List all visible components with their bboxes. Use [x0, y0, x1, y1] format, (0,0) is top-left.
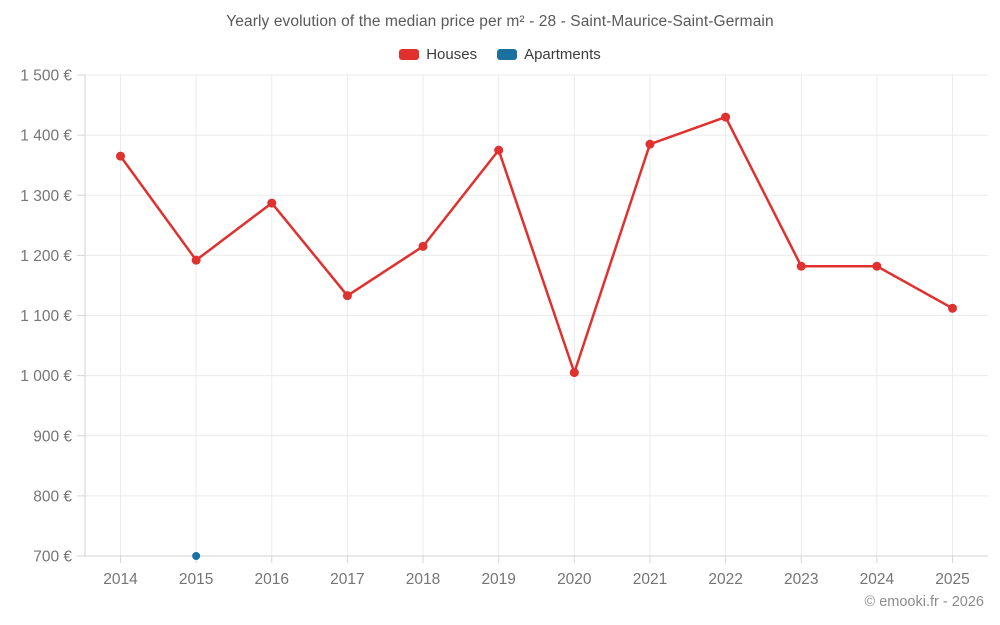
houses-data-point[interactable] [721, 112, 731, 122]
chart-title: Yearly evolution of the median price per… [226, 13, 774, 30]
x-axis-label-2021: 2021 [633, 571, 667, 588]
x-axis-label-2023: 2023 [784, 571, 818, 588]
legend-item-apartments[interactable]: Apartments [497, 46, 601, 63]
x-axis-label-2015: 2015 [179, 571, 213, 588]
houses-line [119, 115, 954, 374]
apartments-legend-label: Apartments [524, 46, 601, 63]
y-axis-label: 700 € [33, 549, 72, 566]
y-axis-label: 900 € [33, 428, 72, 445]
x-axis-label-2019: 2019 [481, 571, 515, 588]
x-axis-label-2018: 2018 [406, 571, 440, 588]
houses-data-point[interactable] [645, 139, 655, 149]
x-axis-label-2014: 2014 [103, 571, 138, 588]
x-axis-label-2024: 2024 [860, 571, 895, 588]
legend-item-houses[interactable]: Houses [399, 46, 477, 63]
houses-data-point[interactable] [418, 241, 428, 251]
apartments-legend-swatch-icon [497, 49, 518, 60]
y-axis-label: 1 300 € [20, 188, 72, 205]
y-axis-label: 1 200 € [20, 248, 72, 265]
x-axis-label-2016: 2016 [255, 571, 289, 588]
y-axis-label: 1 100 € [20, 308, 72, 325]
houses-data-point[interactable] [342, 291, 352, 301]
houses-legend-label: Houses [426, 46, 478, 63]
houses-data-point[interactable] [191, 255, 201, 265]
x-axis-label-2020: 2020 [557, 571, 592, 588]
houses-data-point[interactable] [569, 368, 579, 378]
tick-labels: 2014 2015 2016 2017 2018 2019 2020 2021 2022 2023… [20, 68, 969, 589]
series-houses [116, 112, 957, 378]
houses-data-point[interactable] [267, 198, 277, 208]
x-axis-label-2022: 2022 [708, 571, 742, 588]
houses-data-point[interactable] [796, 261, 806, 271]
y-axis-label: 1 400 € [20, 128, 72, 145]
apartments-data-point[interactable] [192, 552, 201, 560]
x-axis-label-2025: 2025 [935, 571, 969, 588]
houses-data-point[interactable] [872, 261, 882, 271]
y-axis-label: 1 500 € [20, 68, 72, 85]
houses-data-point[interactable] [948, 303, 957, 313]
series-apartments [192, 552, 201, 560]
y-axis-label: 800 € [33, 488, 72, 505]
houses-data-point[interactable] [116, 151, 125, 161]
houses-data-point[interactable] [494, 145, 504, 155]
credit-text: © emooki.fr - 2026 [864, 594, 984, 610]
houses-legend-swatch-icon [399, 49, 420, 60]
x-axis-label-2017: 2017 [330, 571, 364, 588]
y-axis-label: 1 000 € [20, 368, 72, 385]
chart-legend: Houses Apartments [0, 46, 1000, 63]
series-group [116, 112, 957, 560]
tick-marks [77, 74, 953, 563]
gridlines [85, 74, 988, 557]
